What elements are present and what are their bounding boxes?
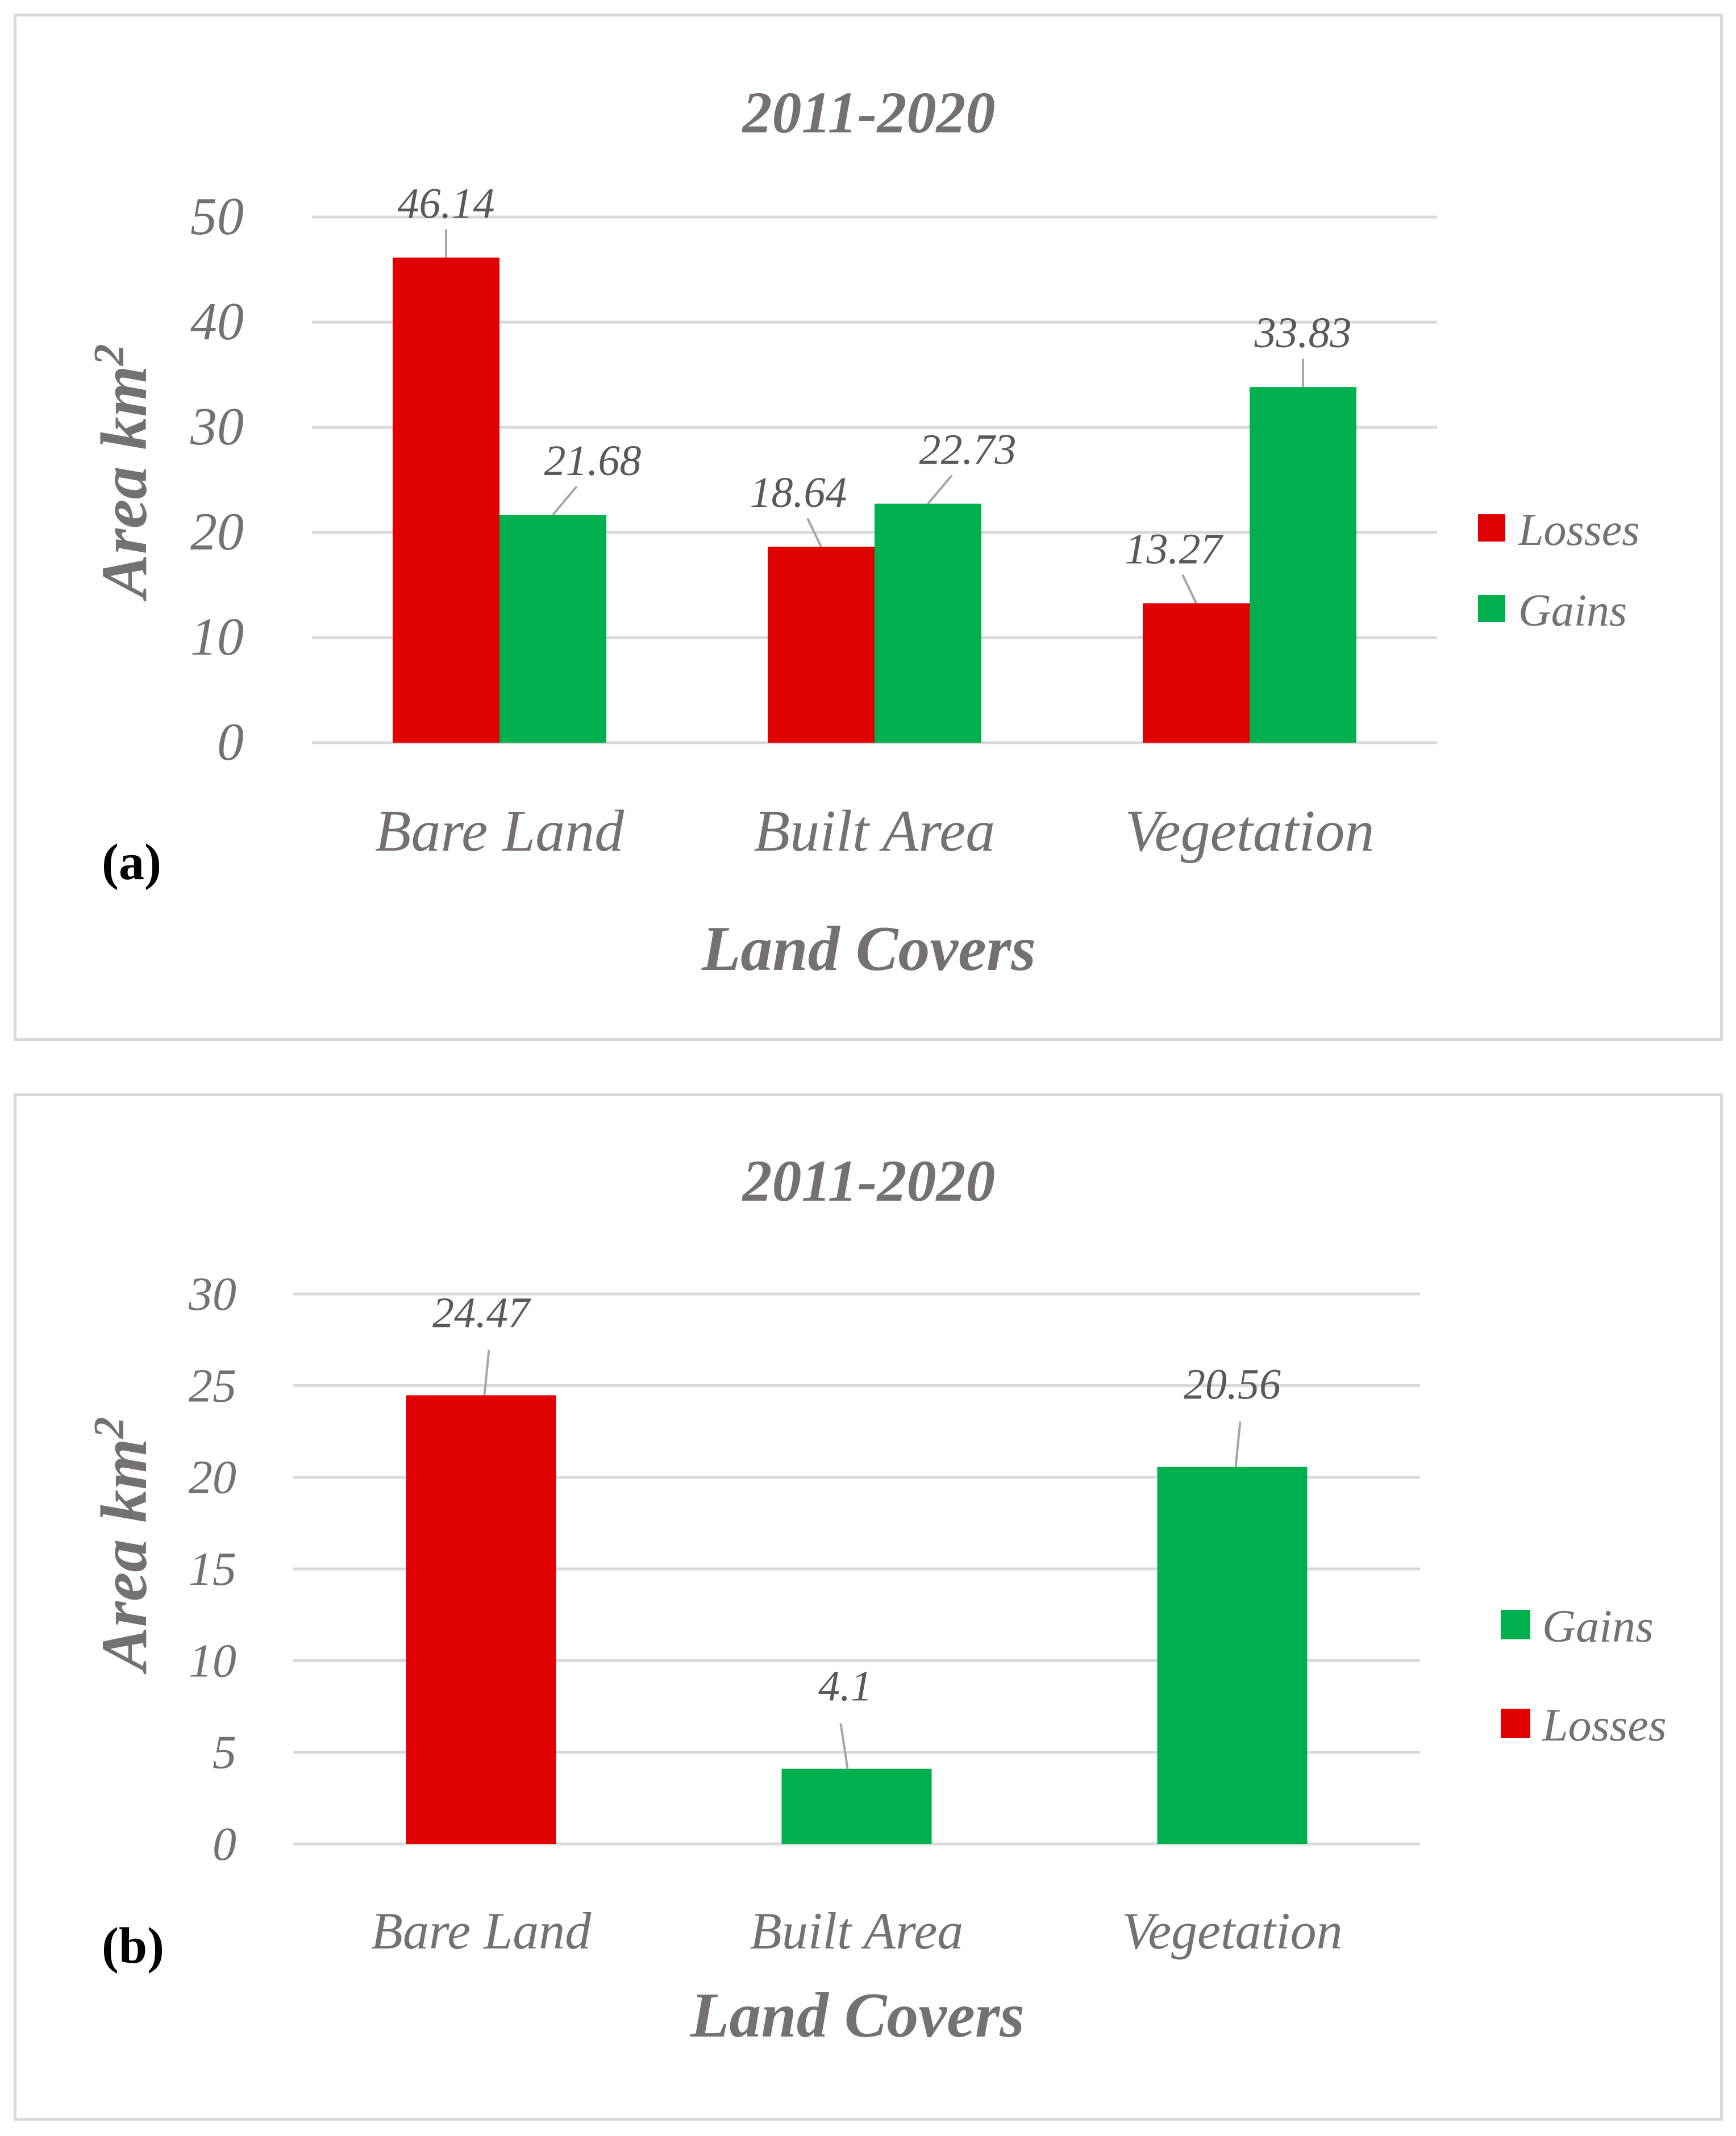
data-label-leader [839,1723,849,1769]
data-label: 20.56 [1184,1361,1281,1409]
data-label-leader [1234,1421,1242,1467]
data-label: 24.47 [432,1289,531,1336]
bar-gains [1157,1467,1308,1844]
y-tick-label: 20 [189,1451,236,1504]
x-tick-label: Bare Land [375,798,625,864]
chart-a-svg: 2011-2020 0 10 20 30 40 50 Bare Land 46.14 21.68 B… [85,80,1639,984]
data-label: 46.14 [398,180,495,227]
y-axis-title: Area km2 [85,1417,161,1674]
x-tick-label: Built Area [754,798,996,864]
y-tick-label: 10 [190,607,244,667]
data-label-leader [927,474,953,505]
bar-gains [781,1768,932,1844]
bar-losses [393,257,499,743]
legend-swatch-gains [1478,595,1505,622]
panel-label: (a) [102,834,161,890]
bar-losses [1143,603,1250,743]
data-label: 21.68 [544,437,642,485]
y-tick-label: 15 [189,1543,236,1596]
y-tick-label: 50 [190,187,244,246]
y-tick-label: 30 [190,397,244,456]
chart-title: 2011-2020 [742,1148,996,1214]
bar-losses [768,547,875,743]
y-tick-label: 20 [190,502,244,561]
y-tick-label: 0 [217,713,244,772]
data-label: 18.64 [750,469,847,517]
y-axis-title: Area km2 [85,344,161,601]
legend-label: Losses [1542,1699,1667,1751]
x-tick-label: Bare Land [371,1902,592,1960]
legend-label: Gains [1518,586,1627,636]
bar-gains [499,514,606,743]
data-label: 13.27 [1125,526,1224,573]
chart-b-svg: 2011-2020 0 5 10 15 20 25 30 Bare Land 24.47 Built… [85,1148,1667,2051]
data-label: 4.1 [818,1663,872,1710]
chart-panel-b: 2011-2020 0 5 10 15 20 25 30 Bare Land 24.47 Built… [14,1093,1723,2121]
x-tick-label: Built Area [750,1902,964,1960]
x-tick-label: Vegetation [1125,798,1374,864]
chart-title: 2011-2020 [742,80,996,145]
legend-swatch-losses [1478,514,1505,542]
x-tick-label: Vegetation [1122,1902,1342,1960]
y-axis-title-text: Area km [88,1438,161,1674]
y-tick-label: 5 [213,1726,236,1779]
data-label-leader [806,518,822,548]
y-axis-title-superscript: 2 [85,1417,133,1439]
y-tick-label: 25 [189,1359,236,1412]
panel-label: (b) [102,1918,164,1974]
bar-gains [1250,387,1356,743]
legend-label: Gains [1542,1600,1654,1652]
chart-panel-a: 2011-2020 0 10 20 30 40 50 Bare Land 46.14 21.68 B… [14,14,1723,1041]
y-tick-label: 0 [213,1818,236,1871]
y-tick-label: 10 [189,1634,236,1687]
bar-losses [406,1395,556,1844]
data-label-leader [552,485,578,516]
data-label: 22.73 [919,426,1017,473]
y-tick-label: 40 [190,292,244,351]
data-label-leader [1181,574,1197,604]
bar-gains [875,503,981,743]
x-axis-title: Land Covers [701,914,1036,984]
legend-swatch-gains [1501,1610,1530,1639]
legend-swatch-losses [1501,1709,1530,1738]
y-axis-title-text: Area km [88,365,161,601]
legend-label: Losses [1518,505,1639,555]
x-axis-title: Land Covers [690,1980,1025,2051]
data-label: 33.83 [1254,309,1352,357]
y-axis-title-superscript: 2 [85,344,133,366]
y-tick-label: 30 [188,1268,236,1321]
data-label-leader [483,1350,490,1396]
